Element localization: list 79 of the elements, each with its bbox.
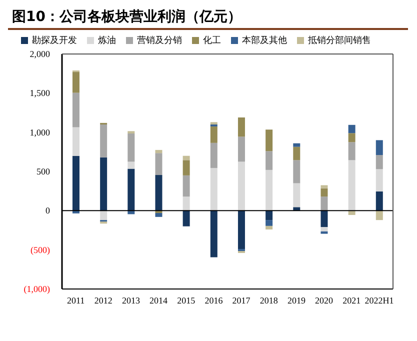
bar: [155, 150, 162, 154]
bar: [376, 191, 383, 211]
y-tick-label: (500): [30, 244, 50, 255]
bar: [348, 142, 356, 160]
y-tick-label: (1,000): [24, 284, 50, 294]
bar: [238, 136, 245, 162]
bar: [128, 131, 135, 134]
bar: [320, 196, 328, 211]
bar: [266, 170, 273, 211]
bar: [72, 127, 80, 156]
bar: [128, 134, 135, 162]
bar: [376, 155, 383, 170]
legend-label: 抵销分部间销售: [308, 36, 371, 46]
bar: [238, 117, 245, 137]
y-tick-label: 1,000: [30, 127, 50, 138]
bar: [376, 140, 383, 156]
bar: [266, 151, 273, 170]
chart-title: 图10：公司各板块营业利润（亿元）: [8, 8, 408, 30]
bar: [348, 133, 356, 142]
bar: [320, 210, 328, 228]
bar: [348, 160, 356, 211]
bar: [72, 156, 80, 211]
bar: [266, 210, 273, 220]
x-tick-label: 2020: [315, 295, 334, 306]
y-tick-label: 2,000: [30, 49, 50, 59]
x-tick-label: 2021: [342, 295, 361, 306]
x-tick-label: 2013: [122, 295, 140, 306]
bar: [128, 168, 135, 211]
bar: [210, 142, 218, 168]
bar: [348, 124, 356, 134]
bar: [155, 153, 162, 176]
bar: [210, 168, 218, 211]
bar: [238, 210, 245, 250]
x-tick-label: 2016: [204, 295, 224, 306]
bar: [210, 126, 218, 143]
legend-label: 营销及分销: [137, 36, 182, 46]
bar: [155, 175, 162, 211]
bar: [293, 143, 300, 147]
bar: [100, 124, 108, 158]
bar: [100, 210, 108, 220]
bar: [266, 220, 273, 226]
legend-label: 勘探及开发: [32, 36, 77, 46]
x-tick-label: 2014: [150, 295, 168, 306]
x-tick-label: 2022H1: [364, 295, 394, 306]
bar: [238, 162, 245, 211]
bar: [155, 213, 162, 217]
bar: [100, 157, 108, 211]
y-tick-label: 500: [36, 166, 50, 176]
bar: [293, 146, 300, 160]
bar: [182, 210, 190, 226]
bar: [320, 188, 328, 197]
bar: [182, 175, 190, 197]
x-tick-label: 2019: [287, 295, 306, 306]
bar: [376, 169, 383, 192]
x-tick-label: 2017: [232, 295, 251, 306]
bar: [182, 156, 190, 160]
bar: [293, 183, 300, 208]
legend-label: 炼油: [98, 36, 116, 46]
bar: [320, 231, 328, 234]
legend-label: 本部及其他: [242, 36, 287, 46]
bar: [293, 160, 300, 184]
bar: [182, 196, 190, 211]
bar: [376, 210, 383, 220]
y-tick-label: 0: [46, 206, 50, 216]
bar: [128, 162, 135, 169]
bar: [320, 185, 328, 188]
bar: [72, 92, 80, 128]
bar: [72, 72, 80, 93]
y-tick-label: 1,500: [30, 88, 50, 98]
bar: [266, 130, 273, 152]
x-tick-label: 2018: [260, 295, 278, 306]
bar: [210, 210, 218, 258]
bar: [182, 160, 190, 176]
x-tick-label: 2011: [66, 295, 85, 306]
x-tick-label: 2012: [94, 295, 112, 306]
x-tick-label: 2015: [177, 295, 196, 306]
bar: [320, 227, 328, 232]
legend-label: 化工: [203, 36, 221, 46]
bar: [266, 226, 273, 230]
